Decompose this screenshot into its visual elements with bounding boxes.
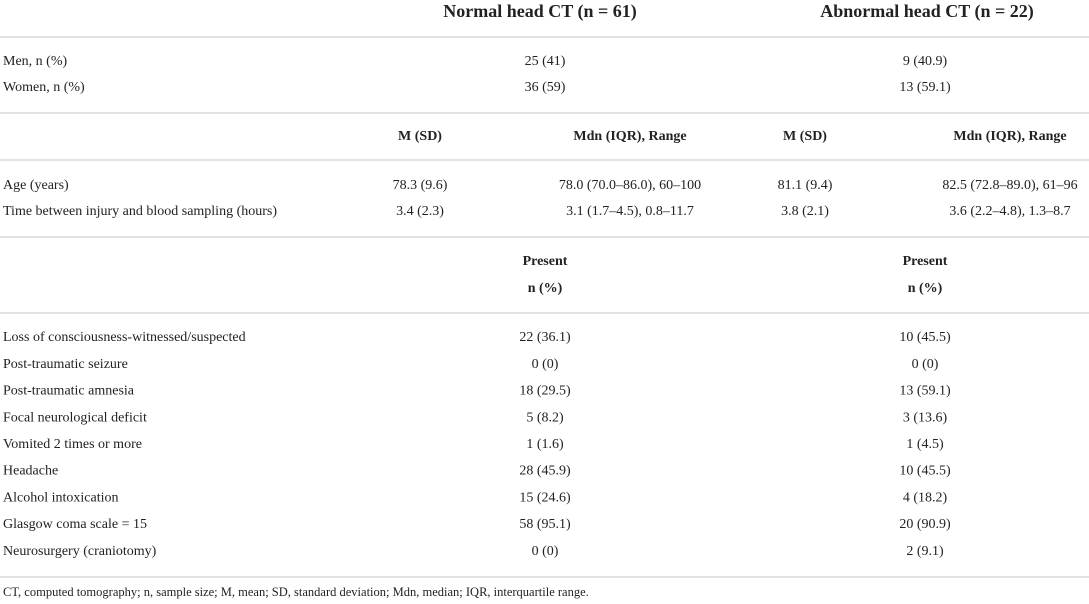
cell: 1 (1.6) (526, 437, 564, 452)
footnote: CT, computed tomography; n, sample size;… (3, 585, 589, 599)
cell: 5 (8.2) (526, 410, 564, 425)
subheader: Present (903, 254, 948, 269)
cell: 15 (24.6) (519, 490, 571, 505)
cell: 4 (18.2) (903, 490, 948, 505)
cell: 13 (59.1) (899, 384, 951, 399)
subheader: Mdn (IQR), Range (953, 129, 1066, 144)
cell: 3 (13.6) (903, 410, 948, 425)
row-label: Focal neurological deficit (3, 410, 147, 425)
cell: 58 (95.1) (519, 517, 571, 532)
cell: 25 (41) (525, 54, 566, 69)
cell: 0 (0) (532, 544, 559, 559)
row-label: Neurosurgery (craniotomy) (3, 544, 157, 559)
column-header: Abnormal head CT (n = 22) (820, 1, 1033, 22)
row-label: Vomited 2 times or more (3, 437, 142, 452)
cell: 22 (36.1) (519, 330, 571, 345)
row-label: Time between injury and blood sampling (… (3, 204, 277, 219)
cell: 3.1 (1.7–4.5), 0.8–11.7 (566, 204, 694, 219)
row-label: Alcohol intoxication (3, 490, 118, 505)
cell: 82.5 (72.8–89.0), 61–96 (942, 178, 1077, 193)
row-label: Headache (3, 464, 58, 479)
cell: 0 (0) (532, 357, 559, 372)
row-label: Age (years) (3, 178, 69, 193)
subheader: M (SD) (783, 129, 827, 144)
cell: 10 (45.5) (899, 464, 951, 479)
cell: 18 (29.5) (519, 384, 571, 399)
cell: 9 (40.9) (903, 54, 948, 69)
subheader: Mdn (IQR), Range (573, 129, 686, 144)
subheader: M (SD) (398, 129, 442, 144)
cell: 3.6 (2.2–4.8), 1.3–8.7 (949, 204, 1070, 219)
subheader: n (%) (908, 281, 943, 296)
cell: 78.3 (9.6) (393, 178, 448, 193)
cell: 13 (59.1) (899, 80, 951, 95)
subheader: Present (523, 254, 568, 269)
cell: 28 (45.9) (519, 464, 571, 479)
cell: 78.0 (70.0–86.0), 60–100 (559, 178, 701, 193)
row-label: Glasgow coma scale = 15 (3, 517, 147, 532)
column-header: Normal head CT (n = 61) (443, 1, 636, 22)
cell: 3.8 (2.1) (781, 204, 829, 219)
row-label: Women, n (%) (3, 80, 85, 95)
cell: 2 (9.1) (906, 544, 944, 559)
row-label: Men, n (%) (3, 54, 67, 69)
cell: 1 (4.5) (906, 437, 944, 452)
row-label: Post-traumatic amnesia (3, 384, 135, 399)
cell: 20 (90.9) (899, 517, 951, 532)
row-label: Post-traumatic seizure (3, 357, 128, 372)
cell: 0 (0) (912, 357, 939, 372)
row-label: Loss of consciousness-witnessed/suspecte… (3, 330, 246, 345)
cell: 10 (45.5) (899, 330, 951, 345)
cell: 36 (59) (525, 80, 566, 95)
cell: 81.1 (9.4) (778, 178, 833, 193)
cell: 3.4 (2.3) (396, 204, 444, 219)
subheader: n (%) (528, 281, 563, 296)
